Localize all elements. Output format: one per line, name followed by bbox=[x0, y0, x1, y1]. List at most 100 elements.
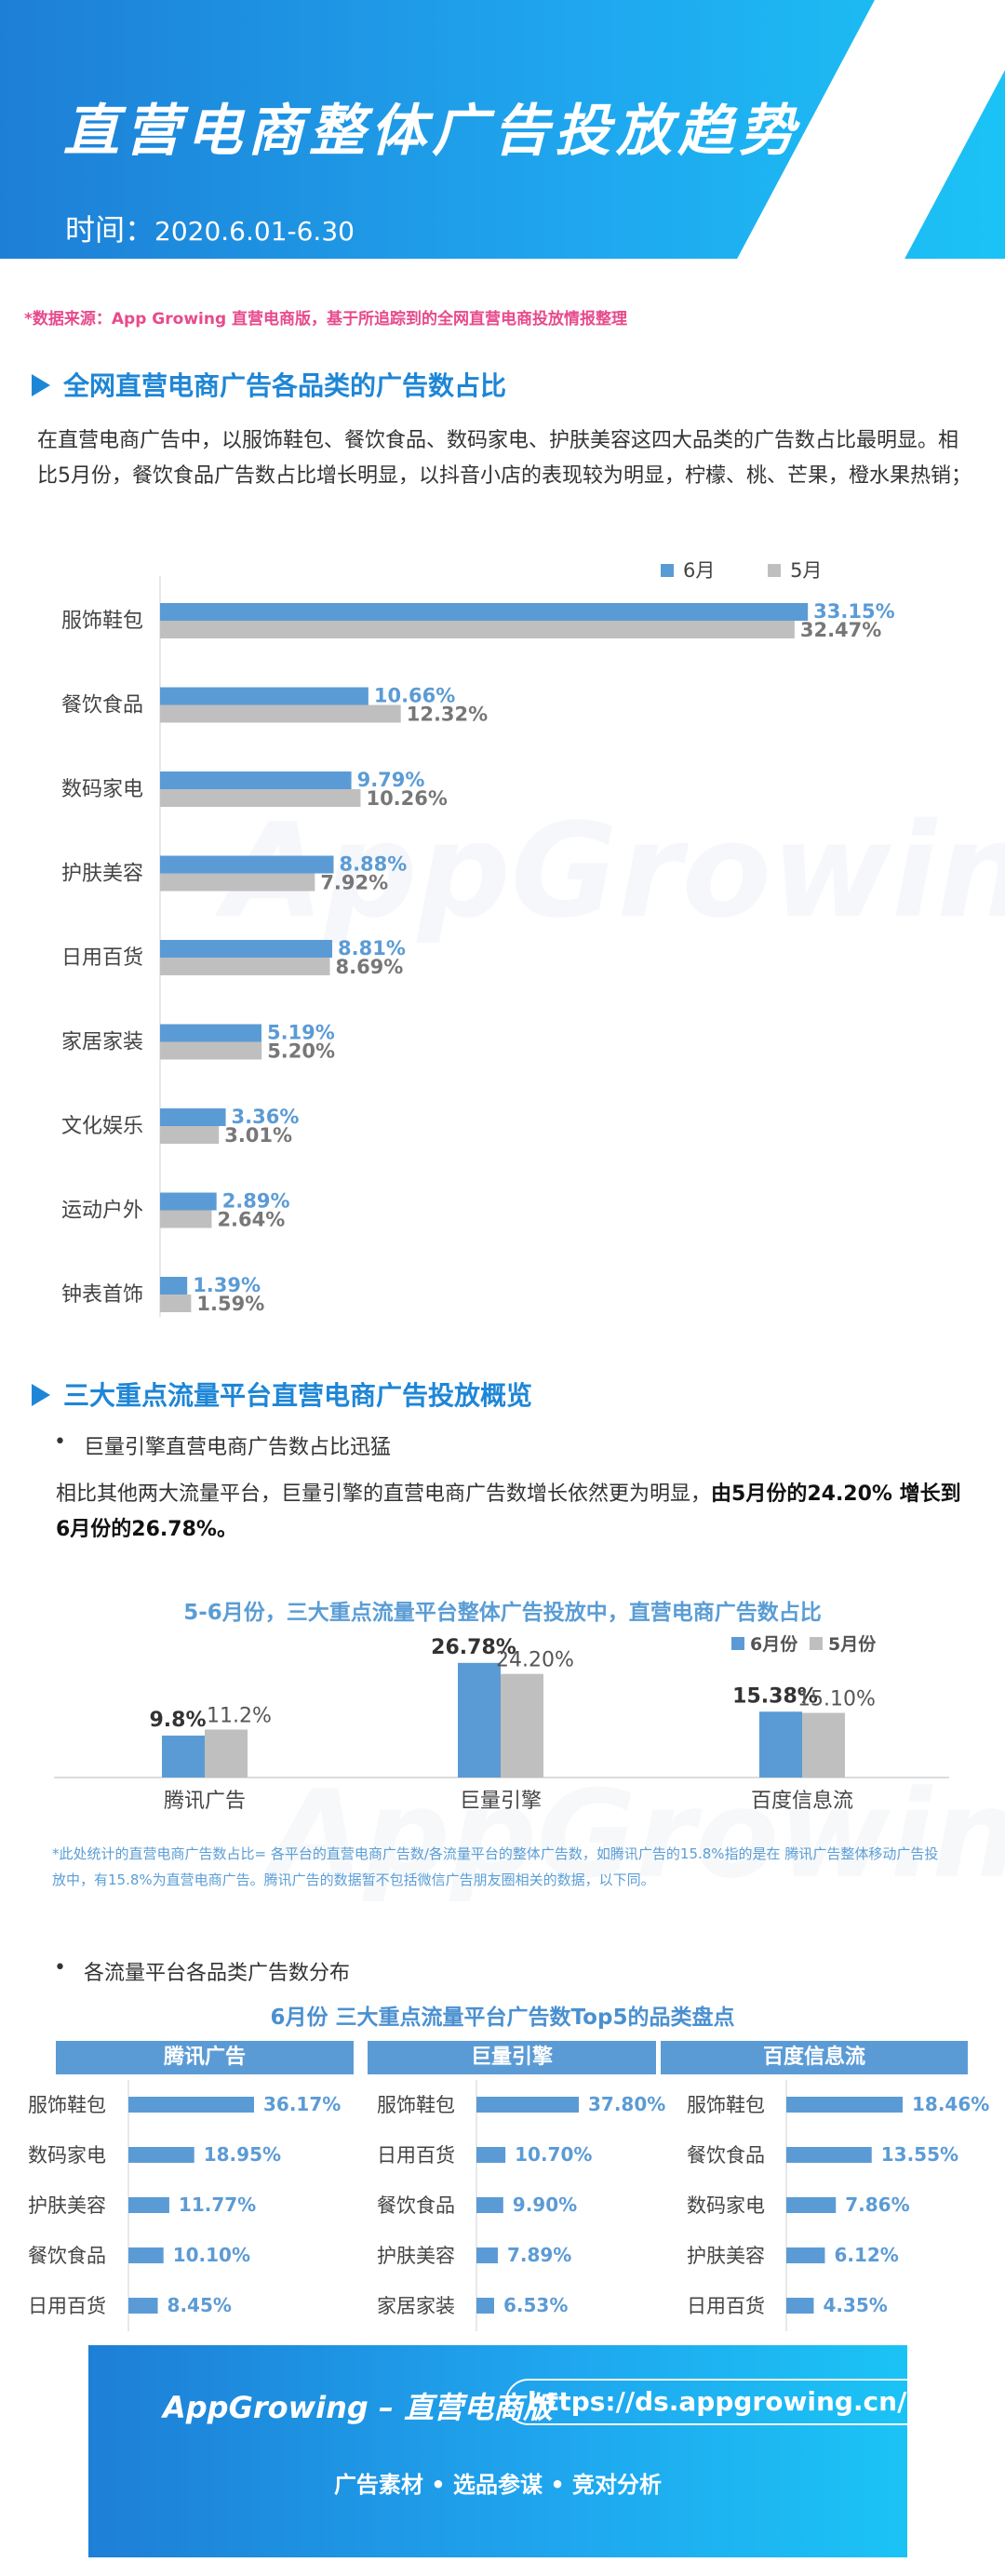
category-label: 餐饮食品 bbox=[61, 694, 143, 718]
section1-title-text: 全网直营电商广告各品类的广告数占比 bbox=[63, 370, 507, 401]
category-label: 文化娱乐 bbox=[61, 1115, 143, 1138]
bar-june bbox=[786, 2097, 903, 2113]
bar-may bbox=[160, 621, 795, 638]
date-label: 时间： bbox=[65, 212, 155, 248]
data-label-may: 5.20% bbox=[267, 1040, 335, 1063]
bar-june bbox=[759, 1711, 802, 1778]
category-label: 服饰鞋包 bbox=[28, 2094, 106, 2116]
paragraph-normal: 相比其他两大流量平台，巨量引擎的直营电商广告数增长依然更为明显， bbox=[56, 1483, 712, 1506]
category-label: 数码家电 bbox=[28, 2144, 106, 2167]
category-label: 护肤美容 bbox=[28, 2194, 106, 2217]
bar-may bbox=[160, 873, 315, 892]
header-banner: 直营电商整体广告投放趋势 时间：2020.6.01-6.30 bbox=[0, 0, 1005, 259]
bar-june bbox=[786, 2298, 814, 2314]
footer-url-link[interactable]: https://ds.appgrowing.cn/ bbox=[505, 2379, 930, 2425]
bar-june bbox=[160, 1192, 217, 1211]
data-label-may: 11.2% bbox=[207, 1704, 272, 1727]
data-label-june: 26.78% bbox=[431, 1636, 516, 1659]
category-label: 日用百货 bbox=[687, 2295, 765, 2317]
bar-may bbox=[160, 1041, 262, 1060]
data-label: 4.35% bbox=[823, 2294, 887, 2316]
bar-june bbox=[476, 2197, 503, 2213]
bar-may bbox=[160, 789, 361, 807]
data-label-may: 8.69% bbox=[335, 956, 403, 978]
data-label: 6.53% bbox=[503, 2294, 568, 2316]
date-value: 2020.6.01-6.30 bbox=[154, 216, 355, 247]
bar-june bbox=[786, 2247, 825, 2263]
legend-item-june: 6月 bbox=[661, 559, 715, 582]
category-label: 护肤美容 bbox=[61, 863, 143, 886]
legend-label: 5月份 bbox=[828, 1633, 877, 1655]
data-label-june: 3.36% bbox=[232, 1106, 300, 1128]
data-label-june: 15.38% bbox=[732, 1684, 818, 1708]
legend-swatch bbox=[768, 564, 782, 577]
data-label-may: 12.32% bbox=[407, 704, 488, 726]
data-label-june: 10.66% bbox=[374, 685, 455, 707]
bar-june bbox=[160, 603, 809, 621]
bar-june bbox=[162, 1735, 205, 1778]
bar-may bbox=[160, 704, 401, 723]
bullet-item: 巨量引擎直营电商广告数占比迅猛 bbox=[54, 1430, 392, 1460]
data-label-june: 9.79% bbox=[357, 769, 425, 791]
legend-label: 6月份 bbox=[750, 1633, 798, 1655]
panel-header-ocean: 巨量引擎 bbox=[368, 2041, 656, 2074]
category-label: 餐饮食品 bbox=[687, 2144, 765, 2167]
paragraph-bold: 由5月份的24.20% 增长到6月份的26.78%。 bbox=[56, 1483, 961, 1541]
category-label: 日用百货 bbox=[377, 2144, 455, 2167]
bar-june bbox=[160, 940, 333, 958]
bar-june bbox=[128, 2097, 254, 2113]
bar-june bbox=[476, 2298, 495, 2314]
footer-brand: AppGrowing – 直营电商版 bbox=[163, 2390, 554, 2425]
bar-june bbox=[160, 687, 368, 705]
bar-june bbox=[160, 855, 334, 874]
bar-may bbox=[205, 1729, 248, 1778]
triangle-icon bbox=[32, 1384, 50, 1406]
section2-title: 三大重点流量平台直营电商广告投放概览 bbox=[32, 1375, 532, 1413]
bar-june bbox=[786, 2147, 872, 2163]
bar-june bbox=[458, 1662, 501, 1778]
bar-june bbox=[476, 2247, 498, 2263]
category-label: 腾讯广告 bbox=[164, 1790, 246, 1813]
category-label: 餐饮食品 bbox=[28, 2245, 106, 2267]
triangle-icon bbox=[32, 374, 50, 396]
category-label: 护肤美容 bbox=[377, 2245, 455, 2267]
data-label-june: 9.8% bbox=[149, 1709, 206, 1732]
data-label-may: 10.26% bbox=[366, 787, 447, 810]
bar-june bbox=[128, 2147, 194, 2163]
category-label: 服饰鞋包 bbox=[61, 610, 143, 633]
data-label-june: 33.15% bbox=[813, 600, 894, 623]
category-label: 巨量引擎 bbox=[460, 1790, 542, 1813]
bullet-text: 巨量引擎直营电商广告数占比迅猛 bbox=[84, 1436, 392, 1459]
legend-item-may: 5月 bbox=[768, 559, 822, 582]
category-label: 数码家电 bbox=[687, 2194, 765, 2217]
bar-june bbox=[128, 2197, 169, 2213]
bullet-item: 各流量平台各品类广告数分布 bbox=[54, 1956, 351, 1986]
data-label: 8.45% bbox=[168, 2294, 232, 2316]
legend-label: 5月 bbox=[790, 559, 823, 582]
bar-may bbox=[160, 958, 330, 975]
bar-june bbox=[160, 1024, 261, 1042]
legend-label: 6月 bbox=[683, 559, 716, 582]
data-label: 7.89% bbox=[507, 2244, 571, 2266]
category-label: 服饰鞋包 bbox=[377, 2094, 455, 2116]
panel-header-tencent: 腾讯广告 bbox=[56, 2041, 354, 2074]
legend-swatch bbox=[661, 564, 674, 577]
data-label: 36.17% bbox=[263, 2093, 341, 2115]
data-label: 10.10% bbox=[173, 2244, 250, 2266]
bullet-text: 各流量平台各品类广告数分布 bbox=[84, 1962, 351, 1985]
category-label: 服饰鞋包 bbox=[687, 2094, 765, 2116]
category-share-chart: 6月 5月 服饰鞋包 33.15% 32.47% 餐饮食品 10.66% 12.32% 数码… bbox=[0, 544, 1005, 1345]
section1-paragraph: 在直营电商广告中，以服饰鞋包、餐饮食品、数码家电、护肤美容这四大品类的广告数占比… bbox=[37, 429, 972, 488]
bar-june bbox=[476, 2147, 506, 2163]
platform-share-chart: 6月份 5月份 9.8% 11.2% 腾讯广告 26.78%24.20% 巨量引擎 15.38… bbox=[54, 1633, 949, 1813]
category-label: 护肤美容 bbox=[687, 2245, 765, 2267]
data-label: 37.80% bbox=[588, 2093, 665, 2115]
data-label-may: 3.01% bbox=[224, 1124, 292, 1147]
data-label: 18.46% bbox=[912, 2093, 989, 2115]
category-label: 钟表首饰 bbox=[61, 1283, 143, 1307]
source-note: *数据来源：App Growing 直营电商版，基于所追踪到的全网直营电商投放情… bbox=[24, 310, 628, 329]
bar-june bbox=[160, 1108, 226, 1126]
bar-june bbox=[128, 2298, 158, 2314]
bar-june bbox=[128, 2247, 164, 2263]
category-label: 家居家装 bbox=[377, 2295, 455, 2317]
